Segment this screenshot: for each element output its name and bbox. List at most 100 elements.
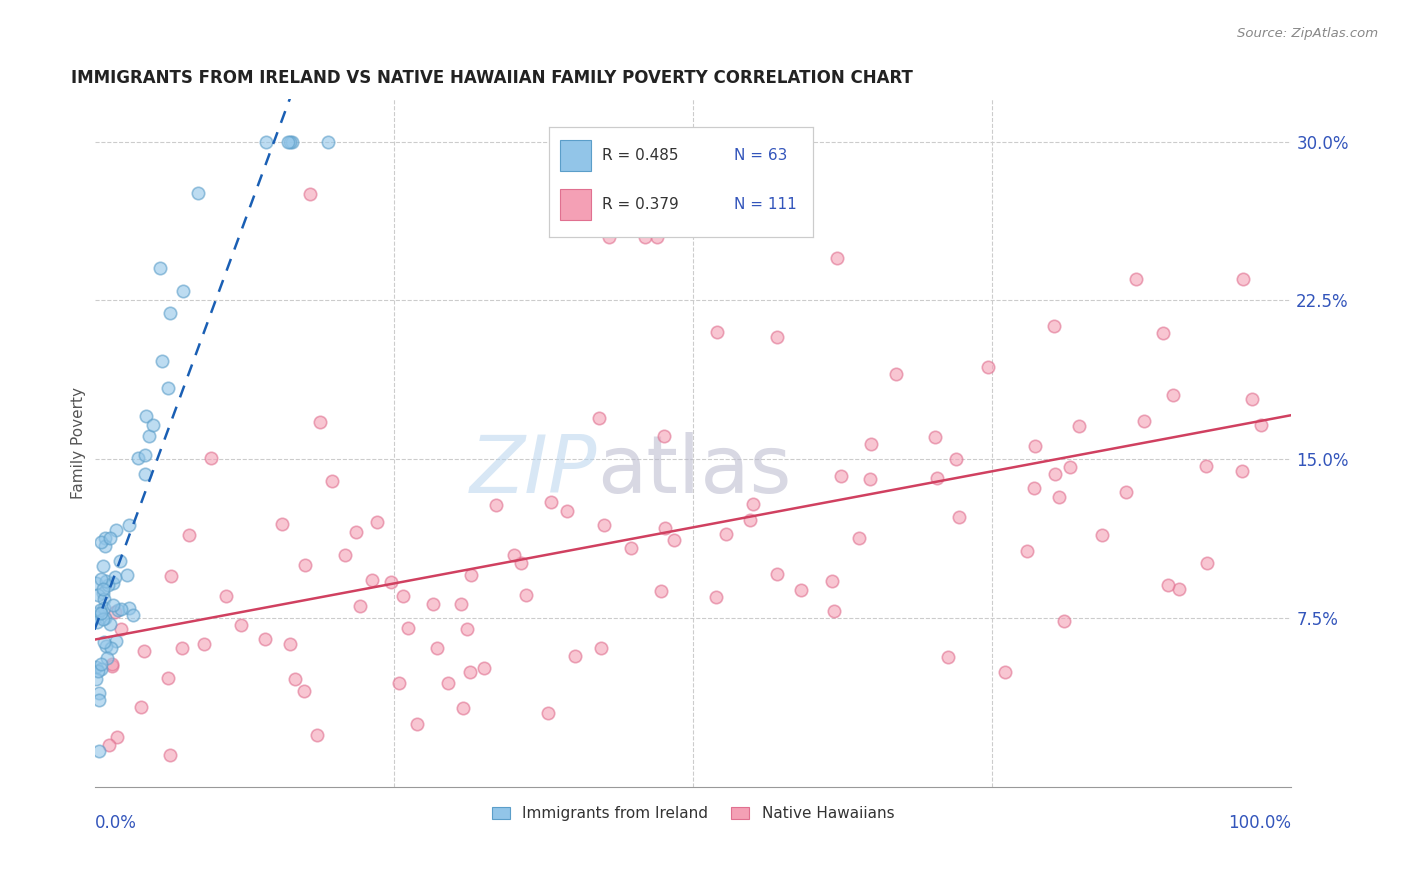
Point <box>101 576 124 591</box>
Point <box>510 556 533 570</box>
Point <box>200 451 222 466</box>
Point <box>89 744 111 758</box>
Point <box>150 353 173 368</box>
Point <box>127 450 149 465</box>
Point <box>859 472 882 486</box>
Point <box>1022 481 1045 495</box>
Point <box>1043 467 1066 482</box>
Point <box>100 617 122 632</box>
Point <box>598 229 620 244</box>
Point <box>84 576 107 591</box>
Point <box>645 229 668 244</box>
Point <box>321 474 343 488</box>
Point <box>298 187 321 202</box>
Point <box>84 659 107 673</box>
Point <box>91 612 114 626</box>
Point <box>91 585 114 599</box>
Point <box>172 284 194 298</box>
Point <box>215 589 238 603</box>
Point <box>945 452 967 467</box>
Point <box>254 135 277 149</box>
Point <box>422 597 444 611</box>
Point <box>831 469 853 483</box>
Point <box>110 602 132 616</box>
Point <box>654 521 676 535</box>
Point <box>87 686 110 700</box>
Point <box>361 574 384 588</box>
Point <box>1157 578 1180 592</box>
Point <box>436 676 458 690</box>
Point <box>1091 528 1114 542</box>
Point <box>84 610 107 624</box>
Text: 100.0%: 100.0% <box>1229 814 1291 832</box>
Point <box>1232 272 1254 286</box>
Point <box>105 730 128 744</box>
Point <box>1230 464 1253 478</box>
Point <box>135 409 157 424</box>
Point <box>294 558 316 572</box>
Point <box>142 417 165 432</box>
Text: ZIP: ZIP <box>470 432 598 509</box>
Point <box>93 635 115 649</box>
Point <box>107 603 129 617</box>
Point <box>662 533 685 548</box>
Point <box>98 531 121 545</box>
Text: atlas: atlas <box>598 432 792 509</box>
Text: 0.0%: 0.0% <box>94 814 136 832</box>
Point <box>97 578 120 592</box>
Point <box>634 229 657 244</box>
Point <box>460 567 482 582</box>
Point <box>620 541 643 556</box>
Point <box>1133 414 1156 428</box>
Point <box>396 621 419 635</box>
Point <box>1024 439 1046 453</box>
Point <box>426 640 449 655</box>
Point <box>924 430 946 444</box>
Point <box>333 548 356 562</box>
Point <box>886 368 908 382</box>
Point <box>90 657 112 671</box>
Point <box>84 672 107 686</box>
Point <box>101 657 124 672</box>
Point <box>503 548 526 562</box>
Point <box>472 661 495 675</box>
Point <box>453 700 475 714</box>
Point <box>129 700 152 714</box>
Point <box>540 494 562 508</box>
Point <box>1053 614 1076 628</box>
Point <box>588 411 610 425</box>
Point <box>132 644 155 658</box>
Legend: Immigrants from Ireland, Native Hawaiians: Immigrants from Ireland, Native Hawaiian… <box>485 800 900 828</box>
Point <box>714 527 737 541</box>
Point <box>100 641 122 656</box>
Point <box>86 615 108 629</box>
Point <box>1161 388 1184 402</box>
Point <box>766 329 789 343</box>
Point <box>90 663 112 677</box>
Point <box>652 429 675 443</box>
Point <box>1059 459 1081 474</box>
Point <box>93 582 115 596</box>
Point <box>122 608 145 623</box>
Y-axis label: Family Poverty: Family Poverty <box>72 387 86 499</box>
Point <box>104 523 127 537</box>
Point <box>738 513 761 527</box>
Point <box>1197 556 1219 570</box>
Point <box>790 582 813 597</box>
Point <box>87 664 110 678</box>
Point <box>765 566 787 581</box>
Point <box>994 665 1017 679</box>
Point <box>277 135 299 149</box>
Point <box>94 574 117 589</box>
Point <box>93 600 115 615</box>
Point <box>1069 419 1091 434</box>
Point <box>1125 272 1147 286</box>
Point <box>706 325 728 339</box>
Point <box>824 603 846 617</box>
Point <box>450 597 472 611</box>
Point <box>593 517 616 532</box>
Point <box>1194 459 1216 474</box>
Point <box>159 306 181 320</box>
Point <box>948 510 970 524</box>
Point <box>271 516 294 531</box>
